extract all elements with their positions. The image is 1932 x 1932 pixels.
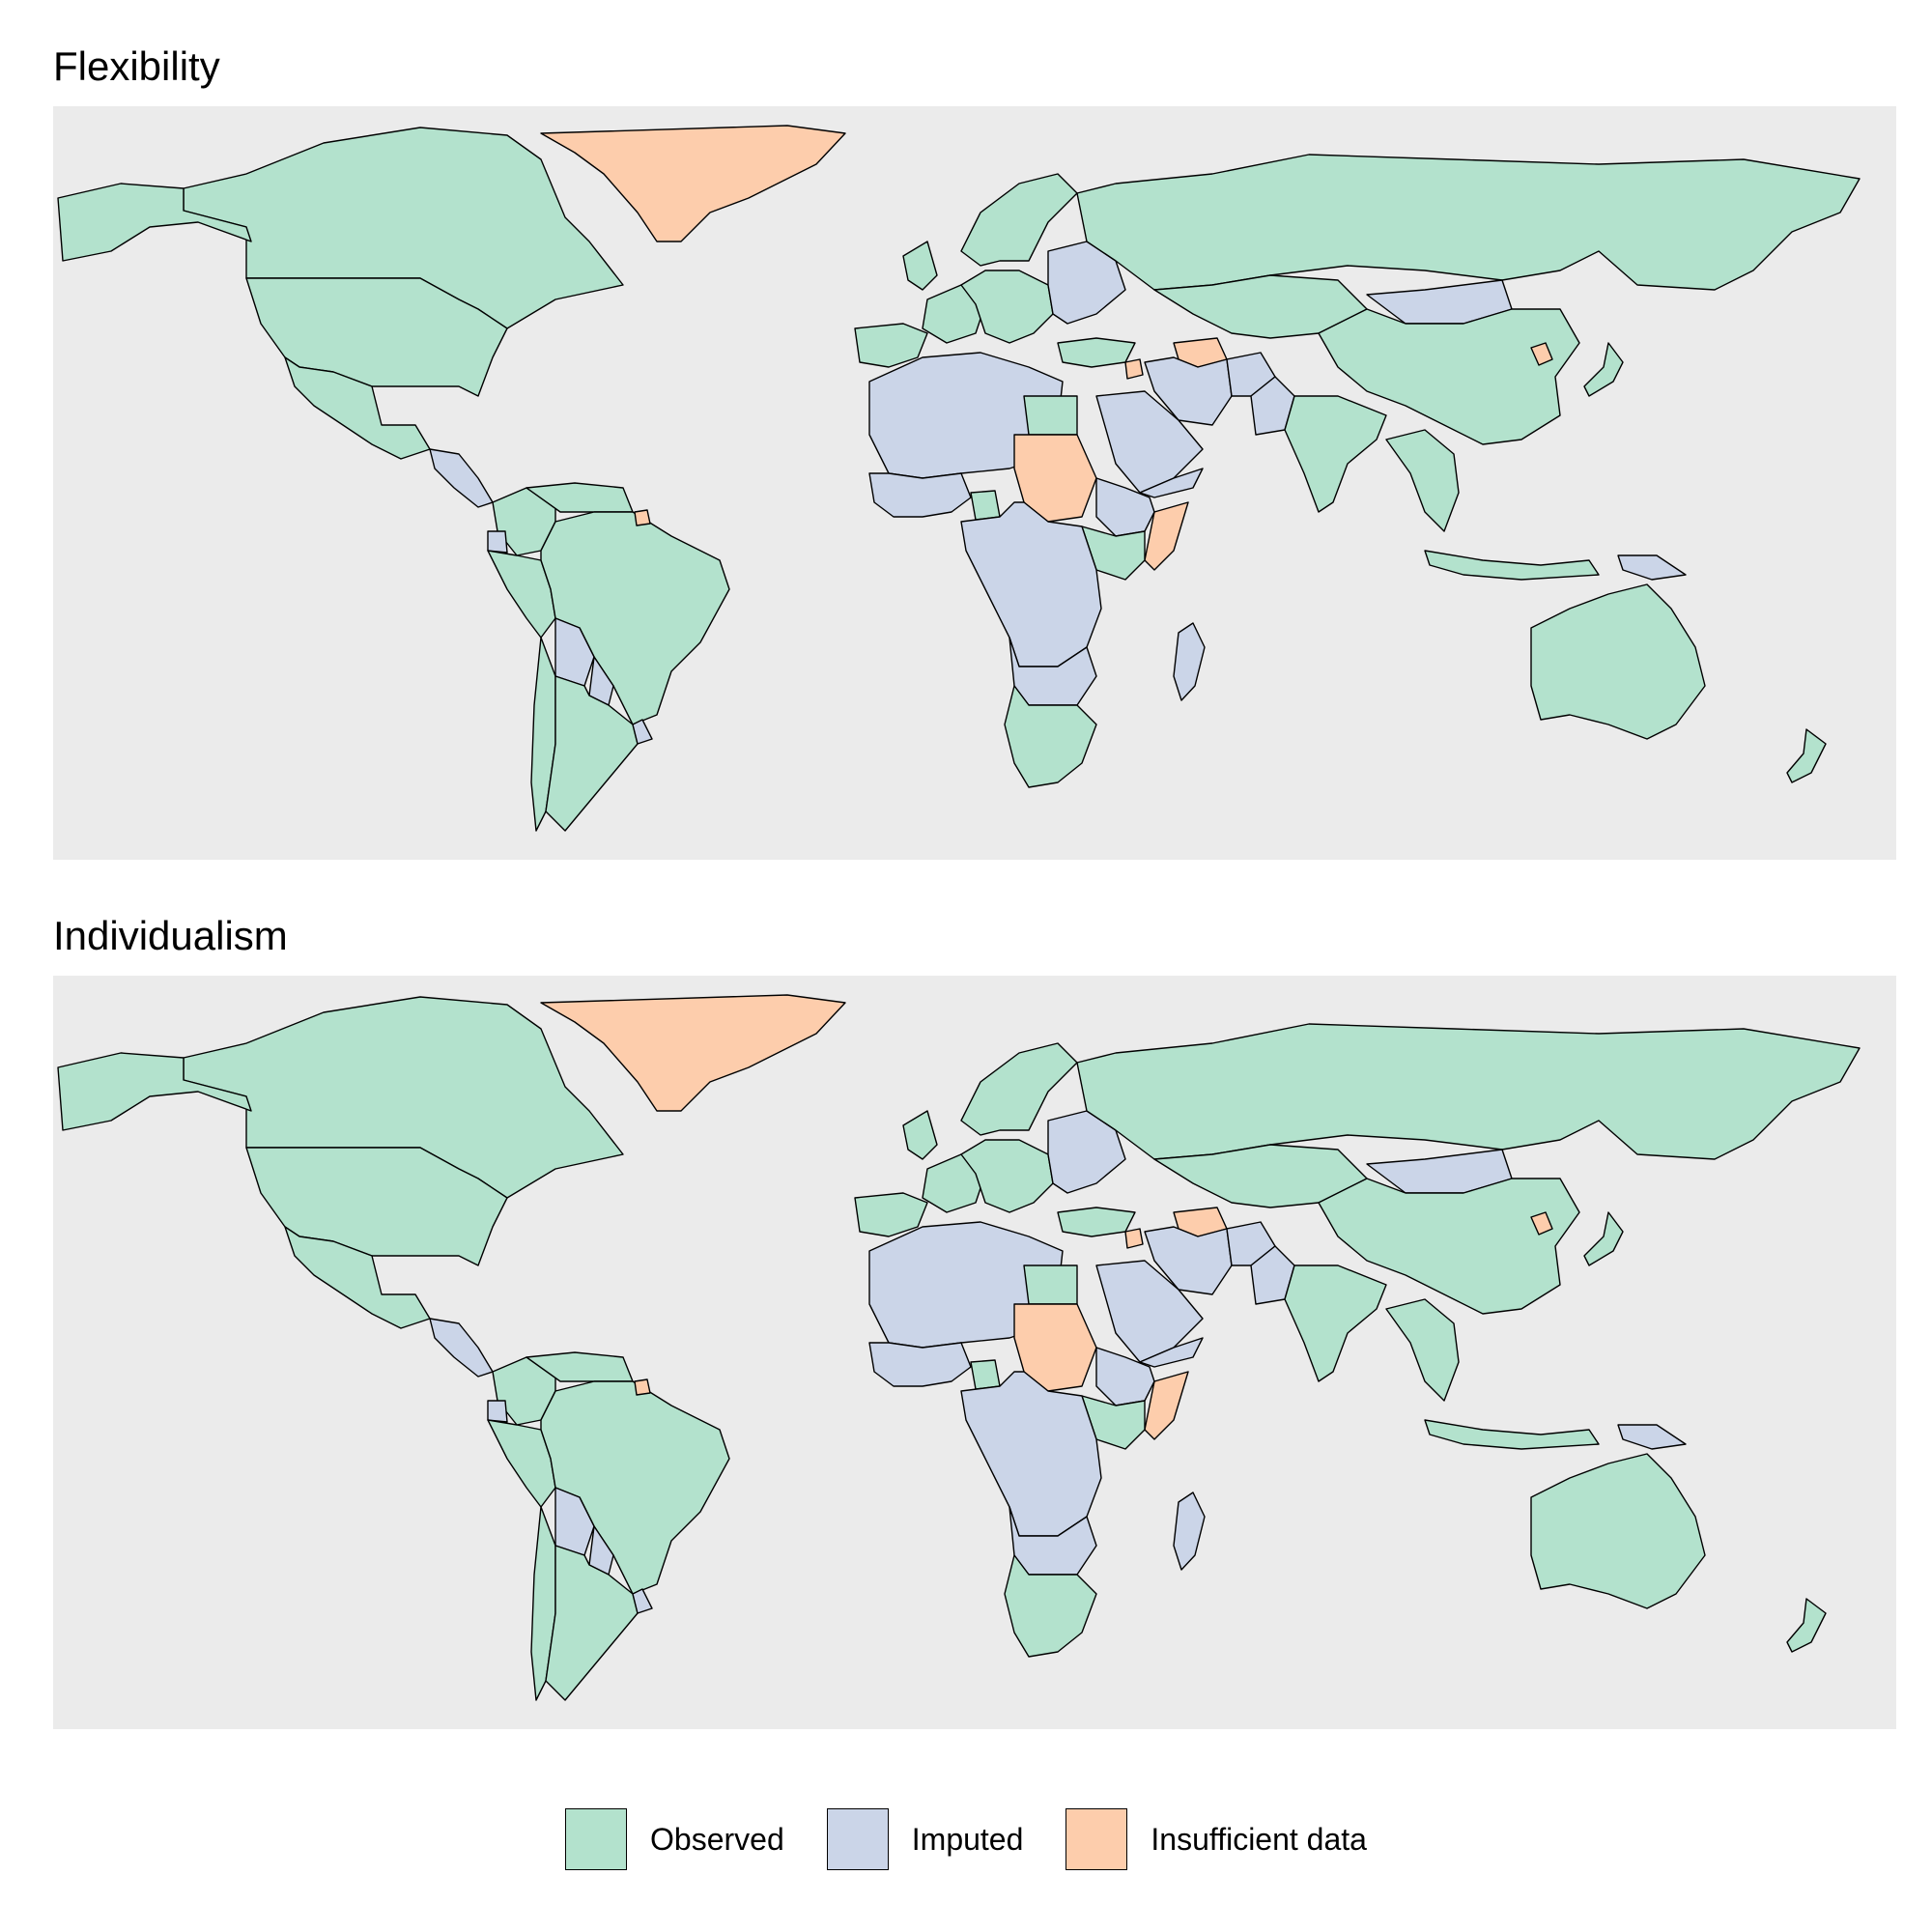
world-map-individualism [57,994,1861,1701]
country-ethiopia [1095,477,1155,537]
country-central-america [429,1318,494,1378]
country-egypt [1023,1264,1078,1305]
legend-item-imputed: Imputed [826,1808,1024,1870]
country-sudan [1013,434,1097,523]
country-south-africa [1004,685,1097,788]
legend-label-observed: Observed [650,1821,784,1857]
legend-key-observed [565,1808,628,1870]
country-iberia [854,323,928,368]
country-west-africa [868,1342,972,1387]
country-syria [1124,1228,1144,1249]
country-china [1318,1178,1580,1315]
country-new-zealand [1786,1598,1827,1653]
country-madagascar [1173,622,1206,701]
country-russia [1076,154,1861,291]
legend-item-observed: Observed [565,1808,784,1870]
country-saudi-arabia [1095,390,1204,494]
legend-label-insufficient: Insufficient data [1151,1821,1367,1857]
country-central-africa [960,501,1102,668]
country-united-kingdom [902,1110,938,1160]
country-australia [1530,583,1706,740]
country-north-korea [1530,1211,1553,1236]
map-panel-flexibility [53,106,1896,860]
country-alaska [57,1052,252,1131]
country-uruguay [632,1588,653,1614]
country-united-kingdom [902,241,938,291]
country-greenland [540,994,846,1112]
country-india [1284,395,1387,513]
country-bolivia [554,1487,595,1556]
country-central-europe [960,270,1054,344]
country-central-america [429,448,494,508]
legend-key-insufficient [1065,1808,1128,1870]
world-map-flexibility [57,125,1861,832]
country-indonesia [1424,550,1600,581]
country-syria [1124,358,1144,380]
country-india [1284,1264,1387,1382]
country-bolivia [554,617,595,687]
country-new-zealand [1786,728,1827,783]
country-ecuador [487,530,508,554]
map-panel-individualism [53,976,1896,1729]
country-french-guiana [634,509,651,526]
country-yemen [1139,1337,1204,1368]
country-yemen [1139,468,1204,498]
country-alaska [57,183,252,262]
panel-title-individualism: Individualism [53,913,288,958]
country-papua-new-guinea [1617,554,1687,581]
legend-key-imputed [826,1808,889,1870]
country-ghana [970,1359,1001,1390]
country-brazil [540,1380,730,1595]
country-argentina [545,1545,639,1701]
country-papua-new-guinea [1617,1424,1687,1450]
country-scandinavia [960,173,1078,267]
country-french-guiana [634,1378,651,1396]
country-ecuador [487,1400,508,1423]
country-egypt [1023,395,1078,436]
legend-label-imputed: Imputed [911,1821,1024,1857]
country-madagascar [1173,1492,1206,1571]
country-somalia [1144,1371,1189,1440]
country-indonesia [1424,1419,1600,1450]
country-saudi-arabia [1095,1260,1204,1363]
legend-item-insufficient: Insufficient data [1065,1808,1367,1870]
country-uruguay [632,719,653,745]
country-japan [1583,342,1624,397]
country-brazil [540,511,730,725]
country-somalia [1144,501,1189,571]
country-south-africa [1004,1554,1097,1658]
country-greenland [540,125,846,242]
country-sudan [1013,1303,1097,1392]
country-southeast-asia [1385,1298,1460,1402]
country-north-korea [1530,342,1553,366]
country-southeast-asia [1385,429,1460,532]
country-japan [1583,1211,1624,1266]
country-australia [1530,1453,1706,1609]
country-turkey [1057,337,1136,368]
country-central-africa [960,1371,1102,1537]
country-central-europe [960,1139,1054,1213]
country-china [1318,308,1580,445]
country-west-africa [868,472,972,518]
country-argentina [545,675,639,832]
country-ghana [970,490,1001,521]
country-iberia [854,1192,928,1237]
panel-title-flexibility: Flexibility [53,43,220,89]
country-ethiopia [1095,1347,1155,1406]
legend: Observed Imputed Insufficient data [0,1808,1932,1870]
country-scandinavia [960,1042,1078,1136]
country-turkey [1057,1207,1136,1237]
country-russia [1076,1023,1861,1160]
